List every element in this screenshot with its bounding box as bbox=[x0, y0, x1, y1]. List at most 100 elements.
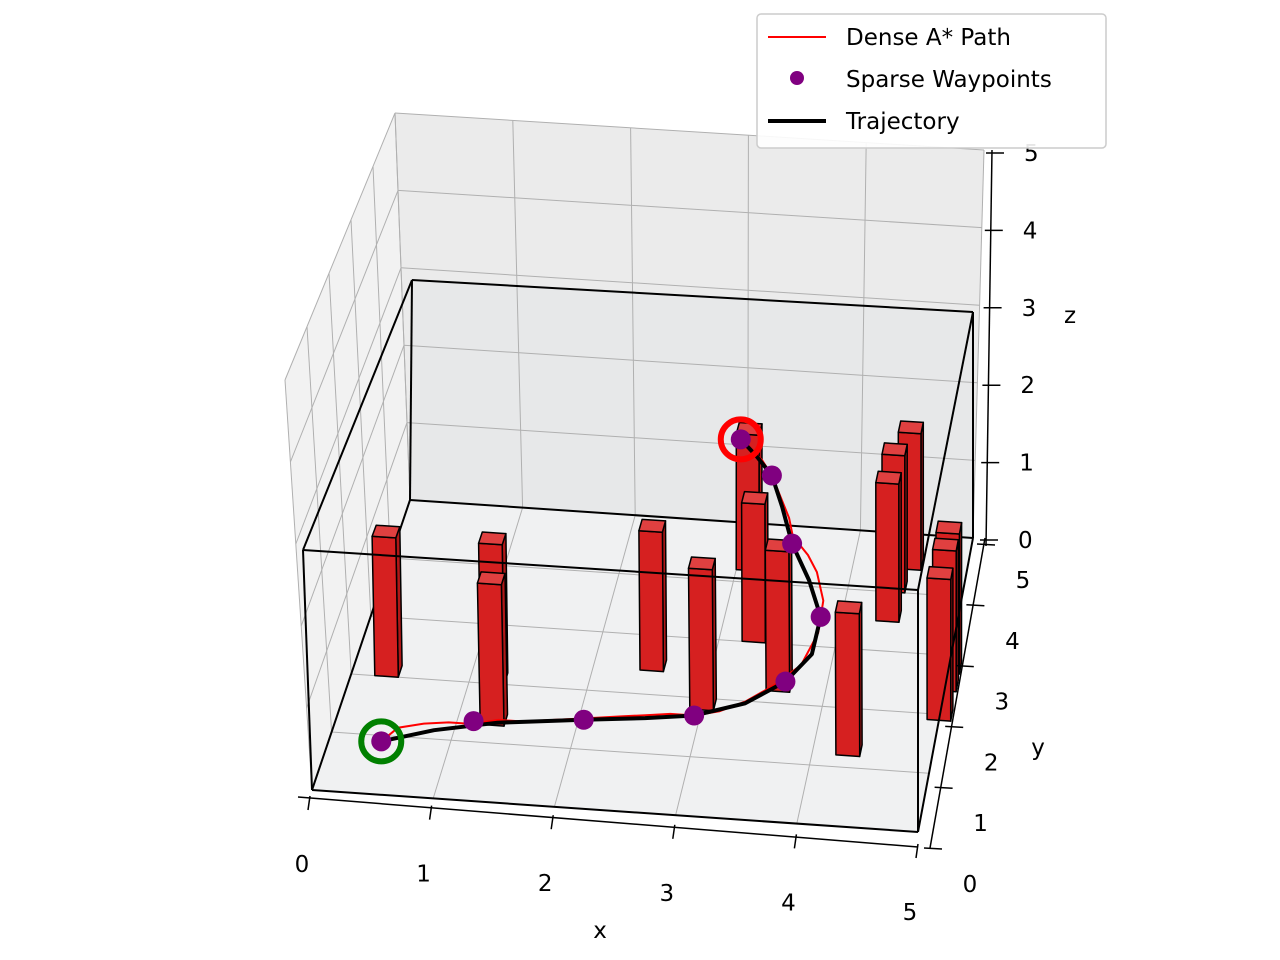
legend: Dense A* Path Sparse Waypoints Trajector… bbox=[756, 13, 1107, 149]
z-tick-label: 2 bbox=[1020, 373, 1035, 399]
box-edge bbox=[302, 549, 313, 791]
z-tick-label: 0 bbox=[1018, 528, 1033, 554]
obstacle-top bbox=[881, 442, 908, 457]
grid-back-x bbox=[512, 120, 524, 508]
y-tick bbox=[966, 604, 985, 607]
grid-left-z bbox=[289, 190, 399, 463]
box-edge bbox=[302, 279, 413, 551]
obstacle-top bbox=[897, 420, 925, 435]
z-tick-label: 4 bbox=[1023, 218, 1038, 244]
grid-left-z bbox=[284, 112, 396, 381]
trajectory bbox=[379, 437, 823, 744]
obstacle-front bbox=[638, 529, 665, 673]
obstacle-top bbox=[638, 518, 667, 533]
x-tick-label: 1 bbox=[416, 862, 431, 888]
obstacle-top bbox=[926, 565, 954, 581]
obstacle-front bbox=[740, 502, 767, 644]
sparse-waypoint bbox=[761, 465, 782, 486]
y-tick bbox=[934, 786, 953, 789]
grid-back-z bbox=[400, 267, 980, 306]
y-tick bbox=[955, 664, 974, 668]
sparse-waypoint bbox=[775, 671, 796, 692]
grid-back-x bbox=[972, 149, 985, 539]
grid-floor-x bbox=[553, 515, 636, 807]
legend-label-dense-path: Dense A* Path bbox=[846, 25, 1011, 51]
grid-left-z bbox=[295, 267, 402, 545]
y-axis-line bbox=[929, 537, 986, 849]
axis-box-front bbox=[302, 311, 974, 833]
paths bbox=[358, 416, 831, 765]
y-axis-label: y bbox=[1031, 735, 1045, 761]
z-axis-label: z bbox=[1064, 303, 1076, 329]
grid-back-x bbox=[859, 142, 867, 531]
obstacle-front bbox=[875, 481, 900, 624]
x-tick bbox=[793, 834, 798, 849]
sparse-waypoint bbox=[463, 711, 484, 732]
grid-left-z bbox=[306, 422, 408, 709]
obstacle bbox=[764, 538, 793, 693]
z-tick-label: 1 bbox=[1019, 451, 1034, 477]
obstacle-top bbox=[371, 524, 401, 539]
obstacle-top bbox=[477, 531, 507, 546]
box-edge bbox=[302, 549, 919, 591]
obstacle-front bbox=[834, 611, 861, 758]
obstacle-top bbox=[476, 571, 506, 586]
grid-floor-x bbox=[796, 530, 861, 824]
y-tick-label: 4 bbox=[1005, 629, 1020, 655]
x-tick-label: 0 bbox=[295, 852, 310, 878]
obstacle-front bbox=[371, 535, 400, 678]
obstacle-front bbox=[476, 582, 505, 727]
grid-back-z bbox=[403, 344, 978, 384]
obstacle-front bbox=[687, 567, 715, 712]
y-tick-label: 1 bbox=[973, 811, 988, 837]
grid-back-x bbox=[630, 127, 636, 516]
pane-back-inner bbox=[410, 280, 973, 538]
legend-marker-waypoints bbox=[790, 71, 804, 85]
sparse-waypoint bbox=[371, 731, 392, 752]
sparse-waypoint bbox=[810, 606, 831, 627]
obstacle-top bbox=[687, 556, 716, 571]
obstacle bbox=[834, 600, 863, 758]
obstacle-top bbox=[875, 470, 902, 485]
y-tick-label: 3 bbox=[994, 690, 1009, 716]
grid-left-y bbox=[328, 273, 352, 675]
sparse-waypoint bbox=[730, 429, 751, 450]
x-tick bbox=[672, 824, 676, 839]
obstacle-front bbox=[926, 577, 952, 722]
obstacle-top bbox=[740, 490, 769, 506]
y-tick bbox=[945, 725, 964, 729]
x-tick bbox=[428, 805, 433, 820]
legend-label-trajectory: Trajectory bbox=[845, 109, 960, 135]
obstacles bbox=[371, 420, 963, 758]
x-axis-label: x bbox=[593, 918, 607, 944]
box-edge bbox=[311, 789, 919, 833]
obstacle-top bbox=[931, 537, 960, 552]
obstacle-top bbox=[935, 520, 963, 535]
sparse-waypoint bbox=[684, 705, 705, 726]
x-tick-label: 2 bbox=[538, 871, 553, 897]
grid-back-z bbox=[406, 422, 976, 461]
start-marker bbox=[358, 718, 405, 765]
sparse-waypoint bbox=[782, 533, 803, 554]
goal-marker bbox=[717, 416, 764, 463]
z-tick-label: 3 bbox=[1022, 296, 1037, 322]
obstacle bbox=[740, 490, 769, 644]
y-tick bbox=[923, 847, 943, 850]
sparse-waypoint bbox=[573, 709, 594, 730]
box-edge bbox=[411, 279, 974, 313]
grid-left-y bbox=[284, 379, 313, 791]
grid-left-y bbox=[372, 166, 391, 559]
box-edge bbox=[917, 311, 974, 591]
y-tick-label: 5 bbox=[1016, 568, 1031, 594]
obstacle bbox=[638, 518, 668, 673]
x-axis-line bbox=[297, 796, 919, 848]
x-tick bbox=[307, 795, 311, 811]
x-tick bbox=[915, 843, 919, 859]
obstacle bbox=[926, 565, 954, 722]
grid-floor-x bbox=[432, 507, 524, 799]
grid-left-z bbox=[300, 345, 405, 627]
obstacle-top bbox=[834, 600, 863, 615]
obstacle bbox=[371, 524, 403, 678]
legend-label-waypoints: Sparse Waypoints bbox=[846, 67, 1052, 93]
